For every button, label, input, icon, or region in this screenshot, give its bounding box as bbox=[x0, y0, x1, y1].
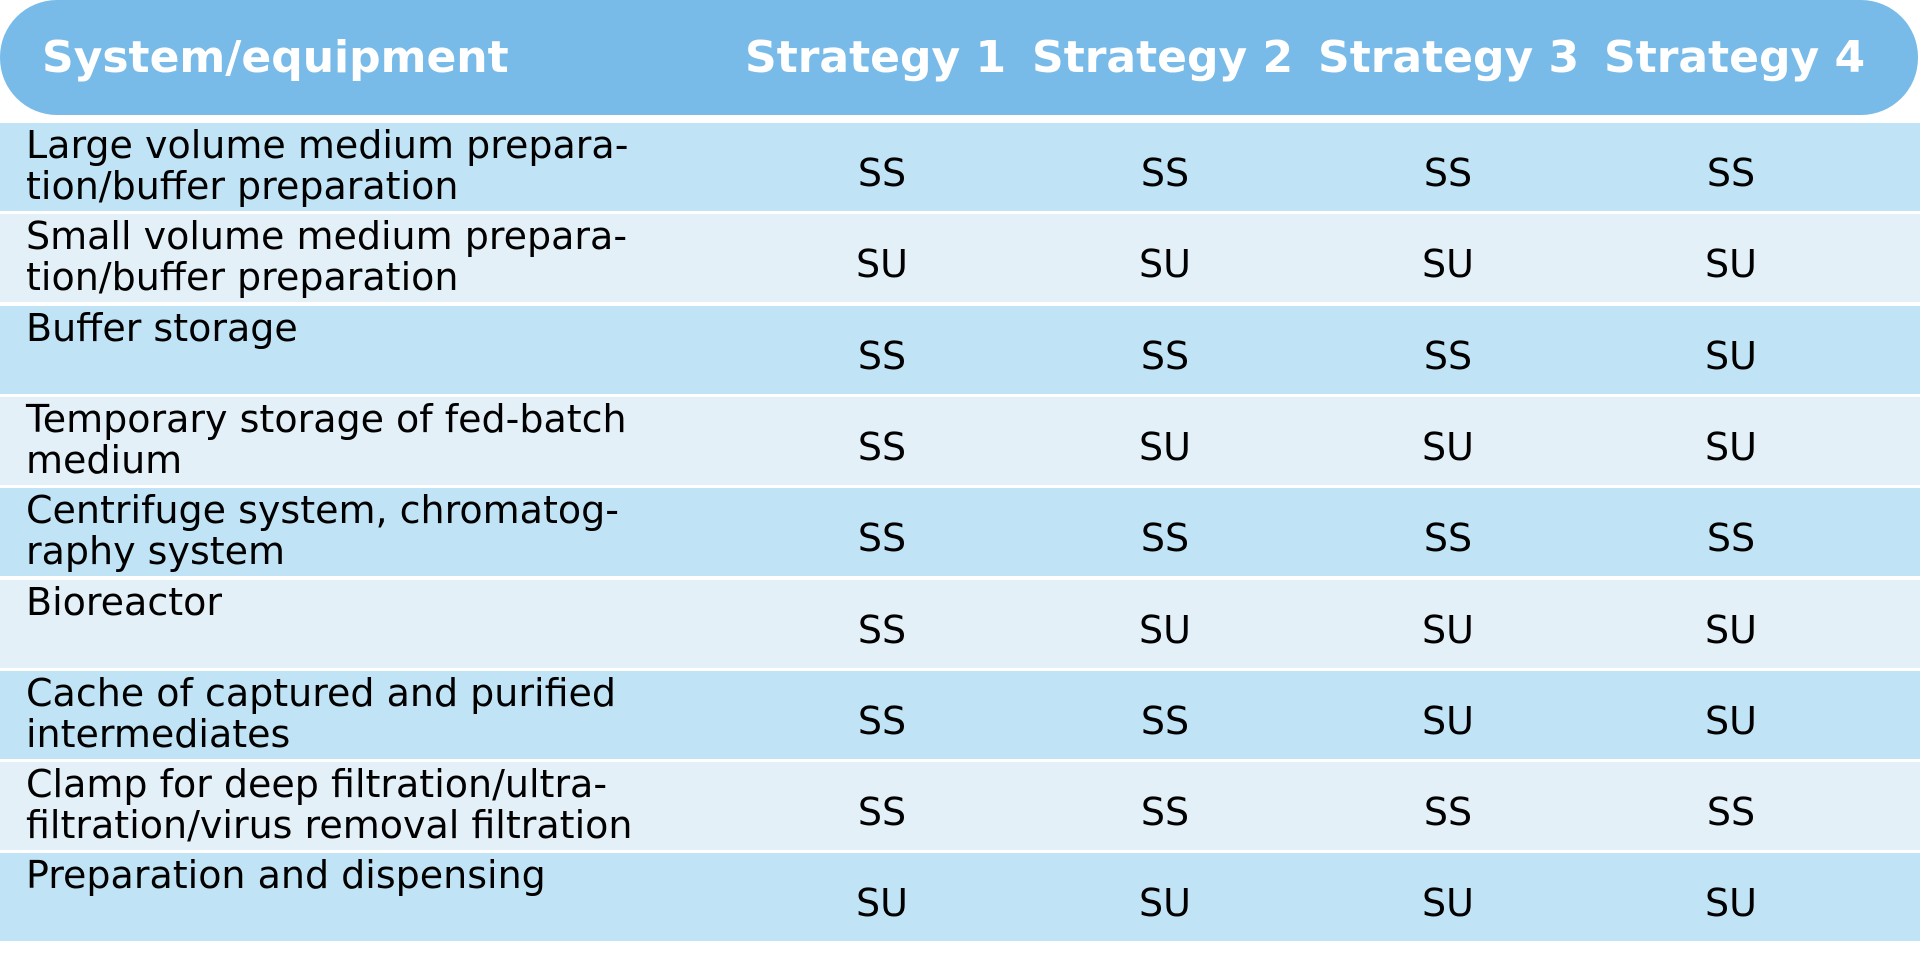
strategy-4-value: SU bbox=[1705, 881, 1757, 926]
strategy-2-value: SU bbox=[1139, 607, 1191, 652]
strategy-2-value: SS bbox=[1140, 333, 1190, 378]
strategy-4-value: SU bbox=[1705, 242, 1757, 287]
header-strategy-3: Strategy 3 bbox=[1318, 32, 1580, 83]
strategy-1-value: SS bbox=[857, 698, 907, 743]
strategy-4-value: SS bbox=[1706, 516, 1756, 561]
row-label: Large volume medium prepara- tion/buffer… bbox=[26, 123, 629, 208]
strategy-3-value: SU bbox=[1422, 242, 1474, 287]
table-row: Temporary storage of fed-batch medium SS S… bbox=[0, 396, 1920, 485]
strategy-1-value: SS bbox=[857, 607, 907, 652]
table-row: Bioreactor SS SU SU SU bbox=[0, 579, 1920, 668]
table-row: Large volume medium prepara- tion/buffer… bbox=[0, 123, 1920, 211]
table-row: Small volume medium prepara- tion/buffer… bbox=[0, 214, 1920, 303]
row-label: Centrifuge system, chromatog- raphy syst… bbox=[26, 488, 619, 574]
strategy-1-value: SS bbox=[857, 151, 907, 195]
table-row: Cache of captured and purified intermedi… bbox=[0, 670, 1920, 759]
strategy-4-value: SU bbox=[1705, 698, 1757, 743]
strategy-1-value: SS bbox=[857, 424, 907, 469]
header-system-equipment: System/equipment bbox=[42, 32, 509, 83]
strategy-4-value: SS bbox=[1706, 790, 1756, 835]
row-label: Cache of captured and purified intermedi… bbox=[26, 670, 617, 756]
strategy-1-value: SS bbox=[857, 790, 907, 835]
row-label: Temporary storage of fed-batch medium bbox=[26, 396, 627, 482]
strategy-1-value: SS bbox=[857, 516, 907, 561]
strategy-3-value: SU bbox=[1422, 881, 1474, 926]
strategy-4-value: SU bbox=[1705, 424, 1757, 469]
strategy-3-value: SU bbox=[1422, 698, 1474, 743]
strategy-2-value: SS bbox=[1140, 151, 1190, 195]
strategy-1-value: SS bbox=[857, 333, 907, 378]
table-row: Preparation and dispensing SU SU SU SU bbox=[0, 853, 1920, 942]
strategy-3-value: SS bbox=[1423, 790, 1473, 835]
strategy-4-value: SS bbox=[1706, 151, 1756, 195]
strategy-1-value: SU bbox=[856, 881, 908, 926]
strategy-3-value: SU bbox=[1422, 607, 1474, 652]
table-row: Centrifuge system, chromatog- raphy syst… bbox=[0, 488, 1920, 577]
row-label: Buffer storage bbox=[26, 305, 298, 350]
row-label: Small volume medium prepara- tion/buffer… bbox=[26, 214, 628, 300]
strategy-1-value: SU bbox=[856, 242, 908, 287]
strategy-3-value: SS bbox=[1423, 516, 1473, 561]
strategy-2-value: SS bbox=[1140, 790, 1190, 835]
strategy-3-value: SS bbox=[1423, 151, 1473, 195]
row-label: Bioreactor bbox=[26, 579, 222, 624]
header-strategy-2: Strategy 2 bbox=[1032, 32, 1294, 83]
strategy-2-value: SU bbox=[1139, 242, 1191, 287]
strategy-2-value: SS bbox=[1140, 698, 1190, 743]
row-label: Clamp for deep filtration/ultra- filtrat… bbox=[26, 762, 633, 848]
strategy-2-value: SU bbox=[1139, 424, 1191, 469]
strategy-2-value: SU bbox=[1139, 881, 1191, 926]
strategy-4-value: SU bbox=[1705, 607, 1757, 652]
table-row: Clamp for deep filtration/ultra- filtrat… bbox=[0, 762, 1920, 851]
row-label: Preparation and dispensing bbox=[26, 853, 546, 898]
header-strategy-1: Strategy 1 bbox=[745, 32, 1007, 83]
header-strategy-4: Strategy 4 bbox=[1604, 32, 1866, 83]
strategy-3-value: SU bbox=[1422, 424, 1474, 469]
strategy-3-value: SS bbox=[1423, 333, 1473, 378]
strategy-4-value: SU bbox=[1705, 333, 1757, 378]
strategy-2-value: SS bbox=[1140, 516, 1190, 561]
table-header: System/equipment Strategy 1 Strategy 2 S… bbox=[0, 0, 1918, 115]
table-row: Buffer storage SS SS SS SU bbox=[0, 305, 1920, 394]
